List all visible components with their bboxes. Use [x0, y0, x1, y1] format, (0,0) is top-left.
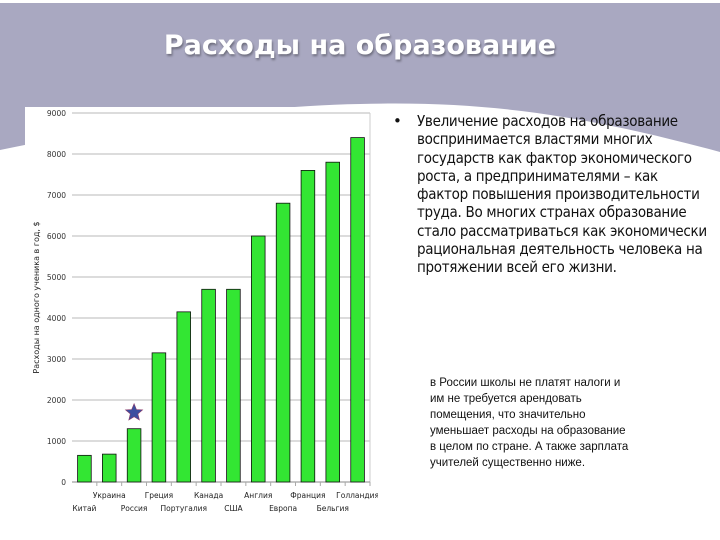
x-tick-label: Бельгия: [317, 504, 349, 513]
x-tick-label: Франция: [290, 491, 325, 500]
bar: [176, 311, 191, 483]
bar: [350, 137, 365, 483]
x-tick-label: Канада: [194, 491, 223, 500]
x-tick-label: Португалия: [160, 504, 207, 513]
y-tick-label: 6000: [47, 232, 66, 241]
y-tick-label: 3000: [47, 355, 66, 364]
x-tick-label: Китай: [72, 504, 96, 513]
bar: [325, 161, 340, 483]
bar: [275, 202, 291, 483]
bar: [102, 453, 117, 483]
x-tick-label: США: [224, 504, 243, 513]
y-tick-label: 8000: [47, 150, 66, 159]
y-tick-label: 9000: [47, 109, 66, 118]
bar: [251, 235, 266, 483]
x-tick-label: Голландия: [336, 491, 378, 500]
x-tick-label: Греция: [145, 491, 173, 500]
y-tick-label: 4000: [47, 314, 66, 323]
note-paragraph: в России школы не платят налоги и им не …: [430, 377, 629, 470]
bar: [77, 454, 92, 483]
bar: [300, 170, 316, 483]
y-tick-label: 2000: [47, 396, 66, 405]
bar-chart: 0 1000 2000 3000 4000 5000 6000 7000 8000 9000 Рас…: [25, 107, 378, 522]
y-tick-label: 7000: [47, 191, 66, 200]
bar: [126, 428, 142, 483]
y-tick-label: 0: [61, 478, 66, 487]
star-icon: [124, 402, 144, 421]
bar: [201, 288, 216, 483]
x-tick-label: Россия: [121, 504, 148, 513]
y-axis-label: Расходы на одного ученика в год, $: [32, 221, 41, 373]
y-tick-label: 1000: [47, 437, 66, 446]
bullet-marker: •: [393, 112, 402, 130]
y-tick-label: 5000: [47, 273, 66, 282]
main-paragraph: Увеличение расходов на образование воспр…: [417, 112, 707, 277]
x-tick-label: Украина: [93, 491, 126, 500]
x-tick-label: Англия: [244, 491, 272, 500]
bar: [151, 352, 167, 483]
slide-title: Расходы на образование: [163, 30, 557, 61]
bar: [226, 288, 241, 483]
x-tick-label: Европа: [269, 504, 297, 513]
